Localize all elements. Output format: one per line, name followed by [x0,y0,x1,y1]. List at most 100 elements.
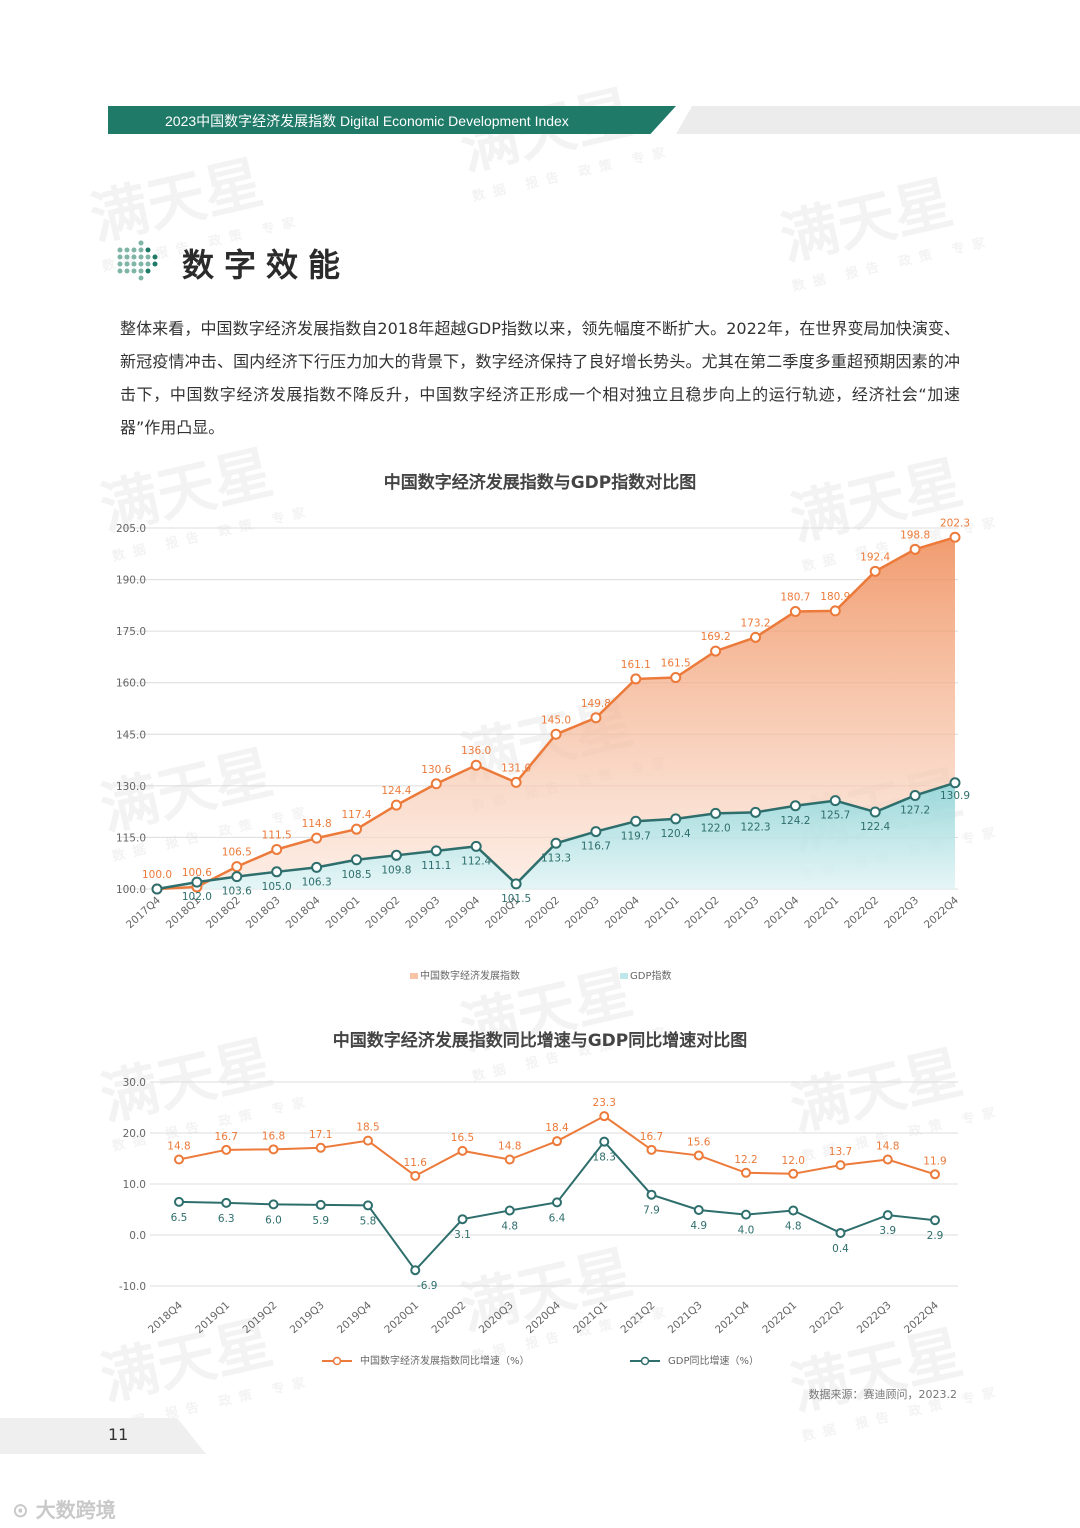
digital-index-point [351,823,362,835]
digital-index-label: 173.2 [740,617,770,629]
digital-index-label: 161.5 [661,658,691,670]
x-tick-label: 2019Q3 [288,1299,327,1336]
page-number-bg [0,1418,206,1454]
gdp-index-point [789,800,801,812]
digital-index-label: 117.4 [341,809,371,821]
y-tick-label: 175.0 [116,626,146,638]
gdp-index-label: 111.1 [421,860,451,872]
gdp-growth-point [410,1265,421,1276]
gdp-index-point [590,826,602,838]
digital-growth-label: 11.6 [404,1157,428,1169]
y-tick-label: 20.0 [123,1128,146,1140]
x-tick-label: 2020Q4 [603,894,642,931]
gdp-growth-point [268,1199,279,1210]
gdp-index-label: 103.6 [222,886,252,898]
gdp-index-point [430,845,442,857]
y-tick-label: 115.0 [116,832,146,844]
x-tick-label: 2020Q4 [524,1299,563,1336]
digital-growth-point [221,1144,232,1155]
x-tick-label: 2019Q2 [241,1299,280,1336]
gdp-index-label: 109.8 [381,864,411,876]
gdp-index-point [510,878,522,890]
digital-growth-point [504,1154,515,1165]
x-tick-label: 2020Q3 [477,1299,516,1336]
gdp-index-point [750,806,761,818]
gdp-growth-label: 3.9 [879,1225,896,1237]
x-tick-label: 2020Q3 [563,894,602,931]
gdp-growth-point [363,1200,373,1211]
gdp-growth-label: 6.5 [171,1212,188,1224]
digital-growth-label: 16.5 [451,1132,474,1144]
digital-index-point [829,605,841,617]
gdp-index-label: 102.0 [182,891,212,903]
digital-index-point [789,606,801,618]
footer-logo: ⊙ 大数跨境 [12,1498,116,1522]
header-accent [676,106,1080,134]
footer-logo-text: 大数跨境 [35,1498,116,1522]
gdp-growth-label: 4.0 [738,1225,755,1237]
gdp-index-point [351,854,362,866]
gdp-growth-point [930,1215,940,1226]
y-tick-label: 190.0 [116,575,146,587]
chart1-title: 中国数字经济发展指数与GDP指数对比图 [383,473,697,493]
digital-growth-label: 23.3 [593,1097,616,1109]
gdp-growth-label: 6.4 [549,1212,566,1224]
x-tick-label: 2019Q3 [403,894,442,931]
digital-index-label: 169.2 [701,631,731,643]
gdp-growth-label: 6.0 [265,1214,282,1226]
page-number: 11 [108,1425,129,1444]
digital-index-point [750,631,761,643]
legend-label-gdp: GDP指数 [630,969,671,982]
gdp-growth-label: 18.3 [593,1152,616,1164]
digital-index-label: 100.0 [142,869,172,881]
gdp-growth-label: 4.8 [501,1221,518,1233]
x-tick-label: 2019Q1 [193,1299,232,1336]
gdp-growth-label: 2.9 [927,1230,944,1242]
gdp-growth-label: 4.8 [785,1221,802,1233]
digital-growth-point [457,1145,468,1156]
y-tick-label: 10.0 [123,1179,146,1191]
gdp-growth-label: 5.9 [312,1215,329,1227]
x-tick-label: 2022Q2 [842,894,881,931]
digital-index-label: 192.4 [860,551,890,563]
digital-index-point [430,778,442,790]
x-tick-label: 2019Q1 [324,894,363,931]
gdp-index-point [271,866,283,878]
y-tick-label: 160.0 [116,678,146,690]
x-tick-label: 2019Q2 [363,894,402,931]
gdp-index-point [390,849,402,861]
gdp-index-label: 120.4 [661,828,691,840]
gdp-growth-point [174,1196,184,1207]
digital-growth-label: 16.7 [215,1131,238,1143]
gdp-index-label: 105.0 [262,881,292,893]
digital-growth-label: 14.8 [876,1141,899,1153]
digital-growth-point [599,1111,610,1122]
gdp-growth-point [221,1197,232,1208]
watermark: 满天星数据 报告 政策 专家 [773,167,995,295]
digital-growth-point [930,1169,940,1180]
gdp-growth-point [504,1205,515,1216]
digital-growth-label: 14.8 [167,1141,190,1153]
gdp-index-point [311,861,323,873]
x-tick-label: 2019Q4 [335,1299,374,1336]
digital-index-label: 198.8 [900,529,930,541]
legend-marker-gdp [640,1356,650,1366]
y-tick-label: -10.0 [119,1281,146,1293]
gdp-index-point [670,813,682,825]
digital-growth-label: 16.7 [640,1131,663,1143]
digital-growth-label: 11.9 [923,1155,946,1167]
x-tick-label: 2020Q2 [430,1299,469,1336]
legend-marker-digital [332,1356,342,1366]
gdp-index-point [470,840,482,852]
chart2-title: 中国数字经济发展指数同比增速与GDP同比增速对比图 [332,1031,748,1051]
header-bar [108,106,676,134]
x-tick-label: 2021Q2 [683,894,722,931]
gdp-index-point [231,871,243,883]
x-tick-label: 2020Q1 [382,1299,421,1336]
x-tick-label: 2021Q2 [619,1299,658,1336]
digital-growth-point [410,1170,421,1181]
gdp-growth-point [457,1214,468,1225]
legend-label-digital-growth: 中国数字经济发展指数同比增速（%） [360,1354,530,1367]
y-tick-label: 0.0 [129,1230,146,1242]
